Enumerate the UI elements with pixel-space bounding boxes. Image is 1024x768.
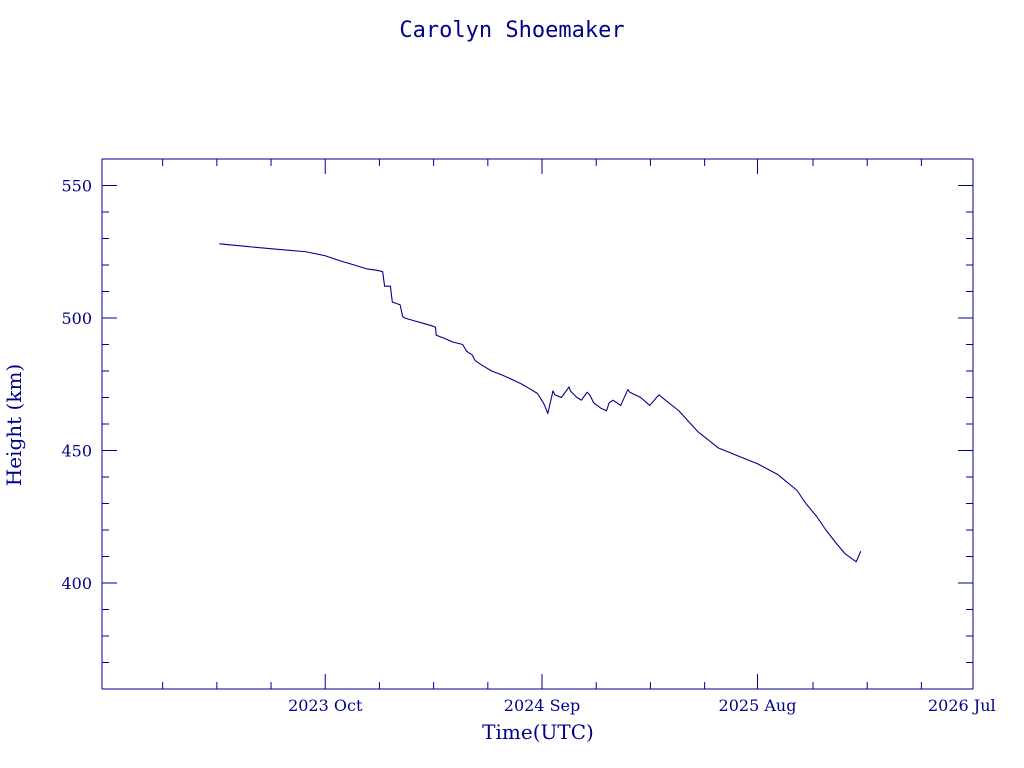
plot-frame [101,158,974,690]
y-tick-label: 500 [61,309,92,328]
y-tick-label: 400 [61,574,92,593]
x-tick-label: 2026 Jul [928,696,996,715]
x-tick-label: 2024 Sep [504,696,580,715]
chart-title: Carolyn Shoemaker [399,18,624,43]
x-axis-label: Time(UTC) [482,720,594,744]
series-line-height [219,243,862,563]
y-axis-label: Height (km) [2,364,26,486]
x-tick-label: 2025 Aug [719,696,797,715]
y-tick-label: 450 [61,442,92,461]
y-axis-tick-labels: 400 450 500 550 [61,177,92,594]
y-tick-label: 550 [61,177,92,196]
x-axis-ticks [162,159,974,689]
x-axis-tick-labels: 2023 Oct 2024 Sep 2025 Aug 2026 Jul [288,696,996,715]
x-tick-label: 2023 Oct [288,696,363,715]
y-axis-ticks [102,158,973,690]
